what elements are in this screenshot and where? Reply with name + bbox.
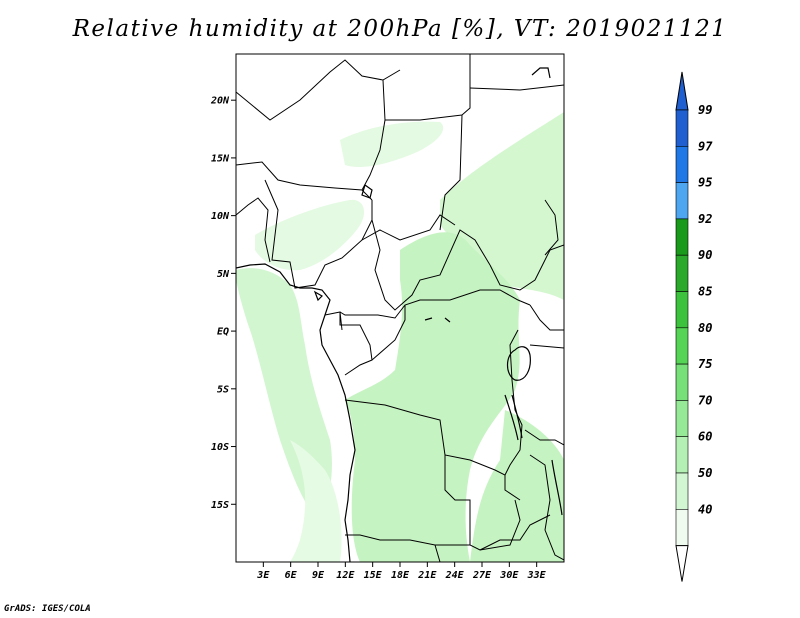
- border-south-sudan: [489, 244, 564, 291]
- border-gabon-congo: [324, 311, 373, 376]
- border-cameroon-car: [371, 219, 491, 311]
- border-mozambique: [529, 454, 564, 561]
- colorbar-segment: [675, 182, 689, 220]
- longitude-axis: 3E 6E 9E 12E 15E 18E 21E 24E 27E 30E 33E: [256, 562, 547, 581]
- colorbar-label: 80: [698, 321, 712, 335]
- colorbar-segment: [675, 400, 689, 437]
- lon-tick-label: 30E: [499, 570, 519, 581]
- border-guinea-gulf: [236, 197, 271, 263]
- border-ethiopia: [544, 199, 559, 256]
- border-tanzania-south: [524, 429, 564, 446]
- lon-tick-label: 15E: [364, 570, 383, 581]
- colorbar-segment: [675, 436, 689, 474]
- border-uganda-kenya: [529, 304, 564, 331]
- lon-tick-label: 12E: [336, 570, 355, 581]
- colorbar-label: 70: [698, 393, 712, 407]
- lat-tick-label: 15N: [211, 153, 230, 164]
- lat-tick-label: 5S: [217, 384, 229, 395]
- border-niger-chad: [361, 119, 386, 191]
- lake-chad: [361, 184, 373, 199]
- lat-tick-label: 5N: [217, 269, 230, 280]
- colorbar-segment: [675, 109, 689, 147]
- border-zambia: [444, 455, 521, 551]
- colorbar-segment: [675, 472, 689, 510]
- colorbar: 99 97 95 92 90 85 80 75 70 60 50 40: [675, 71, 713, 582]
- colorbar-label: 60: [698, 430, 712, 444]
- colorbar-segment: [675, 327, 689, 365]
- colorbar-label: 95: [698, 176, 712, 190]
- lon-tick-label: 9E: [312, 570, 325, 581]
- border-congo-gabon: [339, 311, 343, 331]
- lon-tick-label: 18E: [391, 570, 410, 581]
- country-borders: [236, 54, 564, 562]
- colorbar-label: 99: [698, 103, 712, 117]
- lat-tick-label: 10S: [211, 442, 229, 453]
- border-algeria-niger: [236, 59, 401, 121]
- colorbar-segment: [675, 363, 689, 401]
- colorbar-label: 92: [698, 212, 712, 226]
- red-sea-coast: [531, 67, 551, 79]
- colorbar-label: 75: [698, 357, 712, 371]
- lon-tick-label: 24E: [445, 570, 465, 581]
- border-congo-drc: [371, 305, 406, 361]
- lat-tick-label: 15S: [211, 500, 229, 511]
- colorbar-segment: [675, 218, 689, 256]
- colorbar-label: 97: [698, 139, 713, 153]
- latitude-axis: 20N 15N 10N 5N EQ 5S 10S 15S: [210, 96, 236, 511]
- grads-credit: GrADS: IGES/COLA: [4, 604, 91, 614]
- border-niger-mali: [236, 161, 373, 201]
- colorbar-label: 90: [698, 248, 712, 262]
- humidity-patch-sahel: [255, 199, 365, 271]
- colorbar-segment: [675, 146, 689, 183]
- humidity-patch-central: [345, 232, 520, 562]
- lake-victoria: [506, 346, 531, 381]
- border-chad-car: [361, 214, 456, 241]
- chart-title: Relative humidity at 200hPa [%], VT: 201…: [72, 16, 728, 42]
- colorbar-label: 40: [698, 502, 712, 516]
- colorbar-segment: [675, 508, 689, 546]
- coastlines: [236, 67, 563, 562]
- border-libya-egypt: [461, 54, 471, 116]
- border-drc-north: [339, 289, 531, 319]
- humidity-patch-ocean: [290, 440, 342, 562]
- lat-tick-label: 10N: [211, 211, 230, 222]
- lake-tanganyika: [504, 394, 523, 441]
- lake-malawi: [551, 459, 563, 516]
- colorbar-segment: [675, 291, 689, 329]
- border-botswana: [434, 544, 441, 562]
- border-libya-chad: [382, 79, 463, 121]
- colorbar-label: 50: [698, 466, 712, 480]
- colorbar-label: 85: [698, 285, 712, 299]
- border-sudan-chad: [439, 114, 463, 231]
- lon-tick-label: 3E: [256, 570, 270, 581]
- lake-kivu: [424, 317, 451, 323]
- border-egypt-sudan: [469, 84, 564, 91]
- border-drc-angola: [344, 399, 521, 501]
- colorbar-top-arrow: [675, 71, 689, 111]
- lat-tick-label: EQ: [217, 327, 229, 338]
- colorbar-bottom-arrow: [675, 545, 689, 582]
- humidity-patch-southeast: [470, 410, 564, 562]
- border-angola-namibia: [345, 534, 470, 546]
- lake-bioko: [313, 290, 323, 302]
- lon-tick-label: 21E: [417, 570, 437, 581]
- border-nigeria: [264, 179, 373, 289]
- lon-tick-label: 33E: [527, 570, 547, 581]
- west-africa-coast: [236, 263, 356, 562]
- border-kenya-tanzania: [529, 344, 564, 349]
- lon-tick-label: 6E: [285, 570, 298, 581]
- humidity-field: [236, 112, 564, 562]
- border-zambia-zimbabwe: [479, 514, 551, 551]
- border-drc-east: [504, 329, 523, 476]
- colorbar-segment: [675, 254, 689, 292]
- lat-tick-label: 20N: [210, 96, 230, 107]
- lon-tick-label: 27E: [472, 570, 492, 581]
- humidity-patch-north: [340, 121, 444, 167]
